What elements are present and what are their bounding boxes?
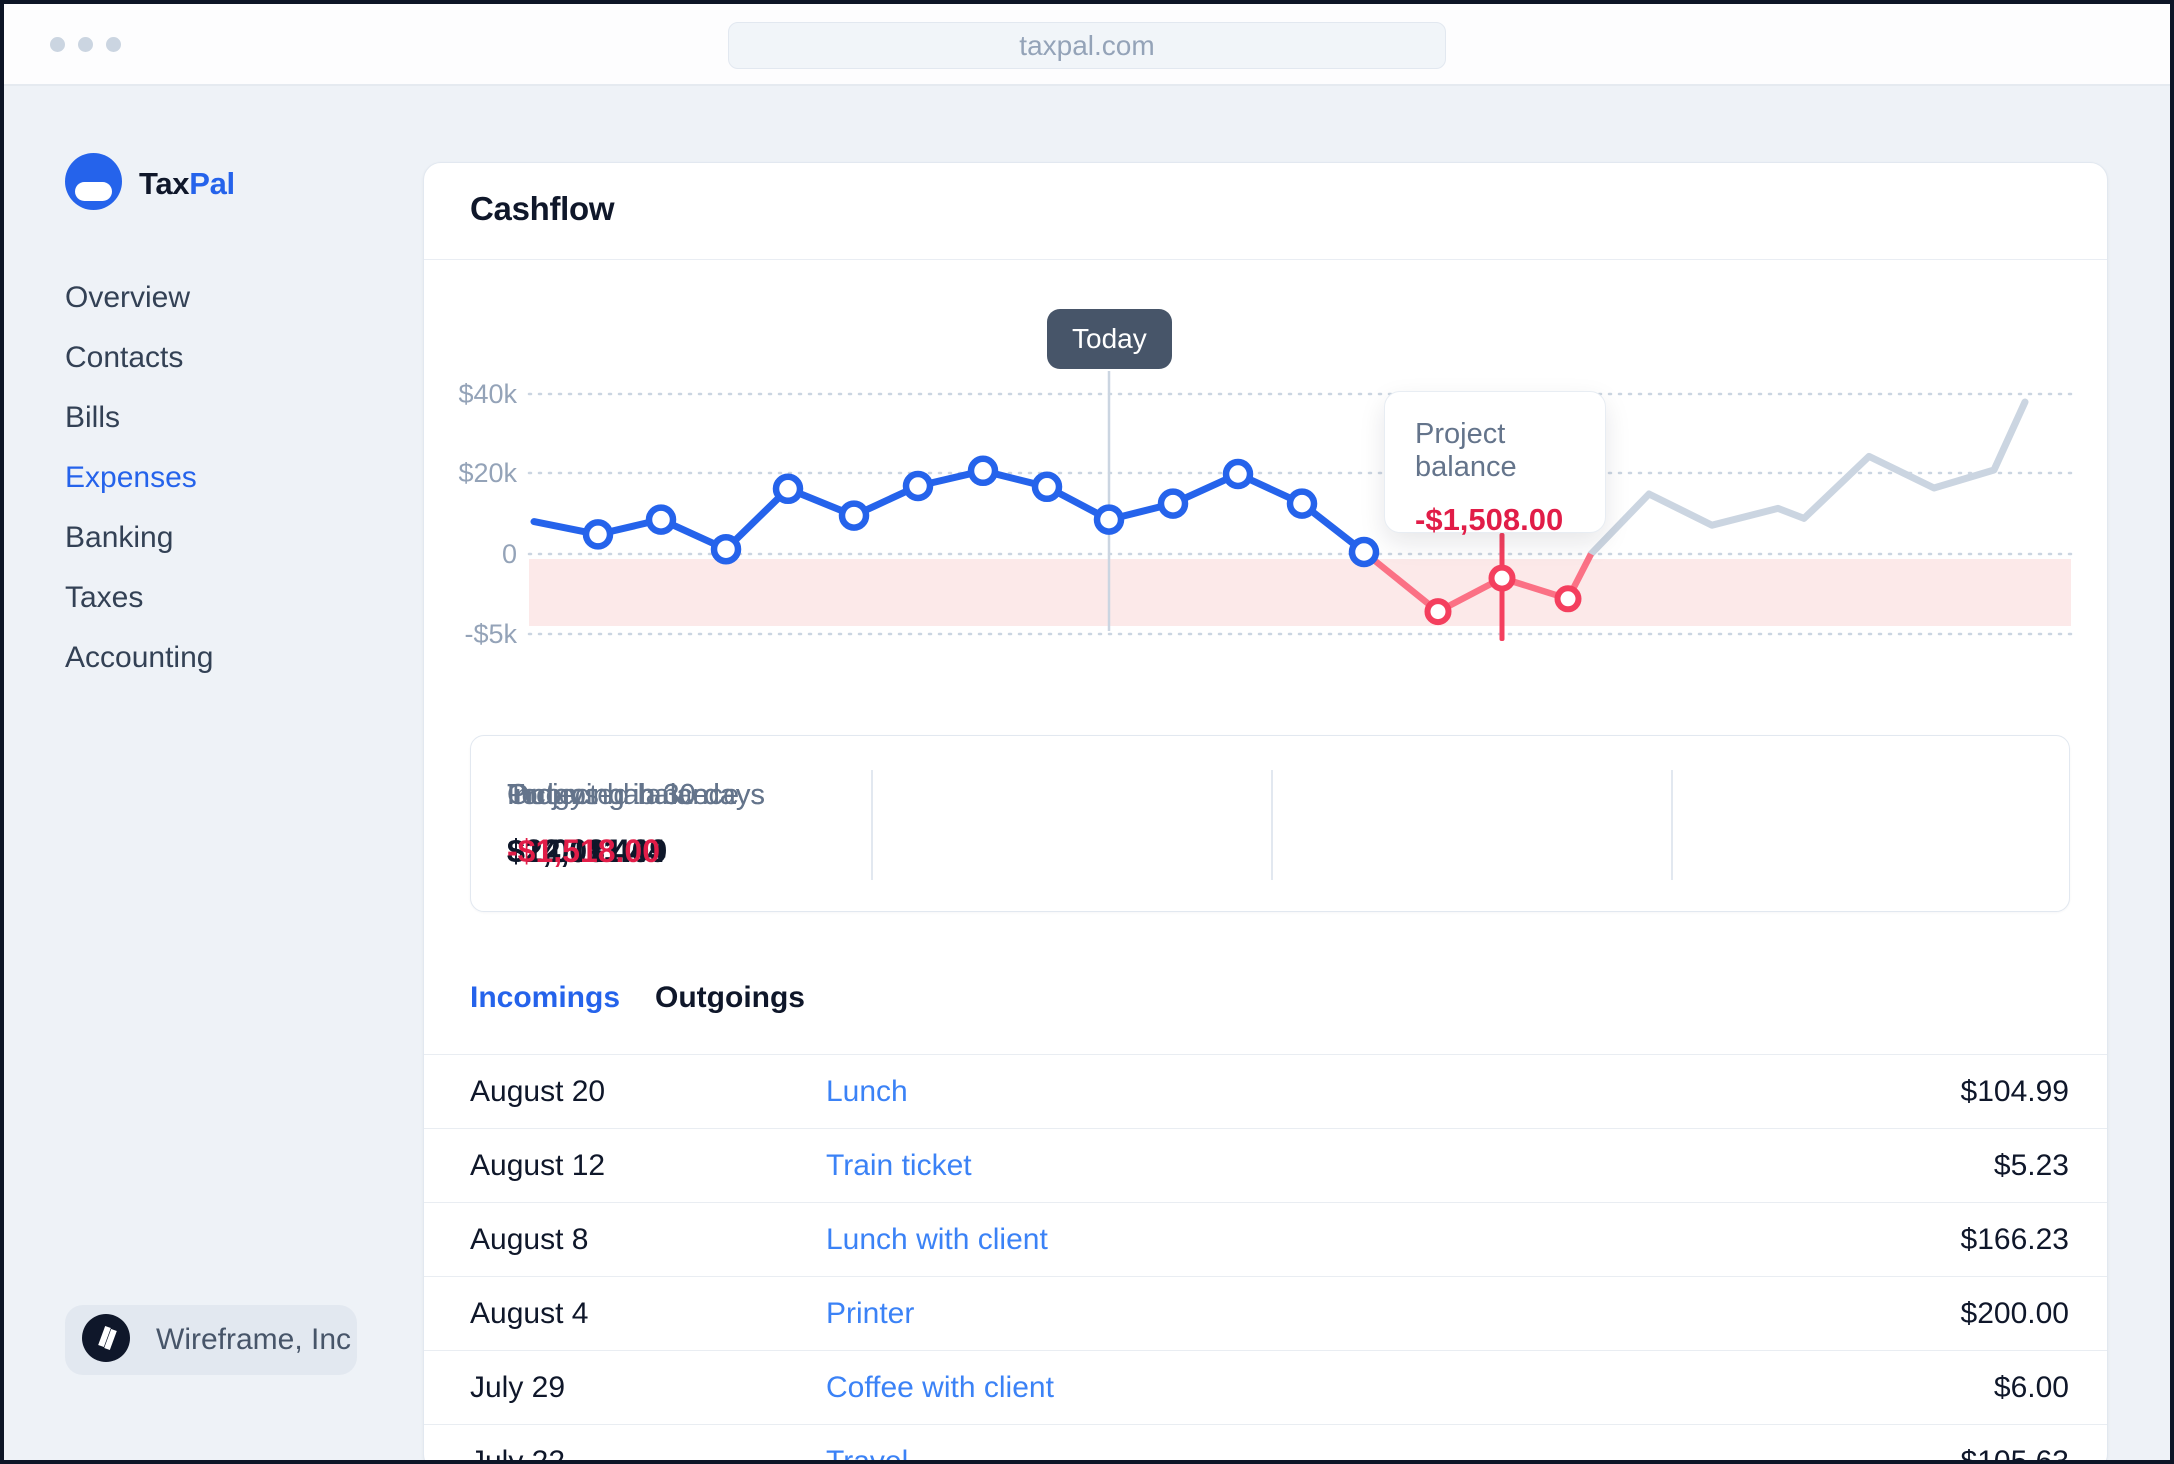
sidebar-nav-item[interactable]: Expenses	[65, 461, 197, 494]
tooltip-value: -$1,508.00	[1415, 502, 1564, 537]
stat-divider	[871, 770, 873, 880]
transaction-row: August 20 Lunch $104.99	[424, 1054, 2107, 1128]
projected-series-line	[1587, 398, 2029, 558]
window-control-dot[interactable]	[78, 37, 93, 52]
taxpal-logo-icon	[65, 153, 122, 215]
actual-data-point[interactable]	[1348, 536, 1380, 568]
actual-data-point[interactable]	[1031, 471, 1063, 503]
sidebar-nav-item[interactable]: Bills	[65, 401, 121, 434]
stat-divider	[1271, 770, 1273, 880]
project-balance-tooltip: Project balance -$1,508.00	[1384, 391, 1606, 537]
actual-data-point[interactable]	[1222, 458, 1254, 490]
actual-data-point[interactable]	[1286, 488, 1318, 519]
stat-label: Outgoing in 30 days	[507, 779, 765, 811]
transaction-date: August 20	[470, 1074, 606, 1108]
actual-data-point[interactable]	[1093, 504, 1125, 535]
stat-column: Todays balance $14,081.09	[471, 736, 871, 911]
stat-divider	[1671, 770, 1673, 880]
stat-label: Projected balance	[507, 779, 740, 811]
transaction-link[interactable]: Coffee with client	[826, 1370, 1054, 1404]
overdraft-data-point[interactable]	[1488, 564, 1516, 592]
chart-canvas: $40k $20k 0 -$5k	[458, 371, 2073, 649]
transaction-row: August 4 Printer $200.00	[424, 1276, 2107, 1350]
stat-value: $12,011.44	[507, 833, 666, 869]
stat-column: Incoming in 30 days $2,011.44	[471, 736, 871, 911]
sidebar-nav-item[interactable]: Overview	[65, 281, 191, 314]
cashflow-card: Cashflow $40k $20k 0 -$5k Today Project bal…	[423, 162, 2108, 1460]
actual-data-point[interactable]	[582, 519, 614, 550]
negative-band	[529, 559, 2071, 626]
cashflow-chart: $40k $20k 0 -$5k Today Project balance -$1,…	[424, 259, 2107, 706]
window-controls	[50, 37, 121, 52]
axis-tick-label: 0	[502, 539, 517, 569]
transaction-link[interactable]: Travel	[826, 1445, 1961, 1461]
brand[interactable]: TaxPal	[65, 153, 235, 215]
org-switcher[interactable]: Wireframe, Inc	[65, 1305, 357, 1375]
transactions-tabs: Incomings Outgoings	[470, 981, 805, 1015]
transaction-row: July 22 Travel $105.63	[424, 1424, 2107, 1460]
overdraft-data-point[interactable]	[1424, 598, 1452, 626]
transaction-amount: $5.23	[1993, 1148, 2069, 1182]
actual-data-point[interactable]	[772, 473, 804, 505]
transaction-amount: $6.00	[1993, 1370, 2069, 1404]
sidebar-nav-item[interactable]: Contacts	[65, 341, 184, 374]
card-header: Cashflow	[424, 163, 2107, 260]
overdraft-data-point[interactable]	[1554, 585, 1582, 613]
window-control-dot[interactable]	[50, 37, 65, 52]
sidebar-nav-item[interactable]: Banking	[65, 521, 174, 554]
tooltip-label: Project balance	[1415, 418, 1517, 483]
today-pill: Today	[1047, 309, 1172, 369]
tab[interactable]: Incomings	[470, 981, 621, 1014]
transaction-date: July 22	[470, 1445, 826, 1461]
transaction-date: July 29	[470, 1370, 566, 1404]
card-title: Cashflow	[470, 190, 615, 227]
brand-name: TaxPal	[139, 166, 235, 201]
transaction-link[interactable]: Lunch with client	[826, 1222, 1048, 1256]
stat-column: Projected balance -$1,518.00	[471, 736, 871, 911]
transaction-amount: $104.99	[1960, 1074, 2069, 1108]
sidebar-nav-item[interactable]: Accounting	[65, 641, 214, 674]
transaction-link[interactable]: Train ticket	[826, 1148, 972, 1182]
transaction-date: August 4	[470, 1296, 589, 1330]
transaction-row: August 8 Lunch with client $166.23	[424, 1202, 2107, 1276]
address-bar[interactable]: taxpal.com	[728, 22, 1446, 69]
axis-tick-label: $20k	[458, 458, 517, 488]
address-bar-url: taxpal.com	[1019, 29, 1155, 61]
transaction-amount: $166.23	[1960, 1222, 2069, 1256]
stat-label: Incoming in 30 days	[507, 779, 765, 811]
stat-value: $2,011.44	[507, 833, 648, 869]
actual-data-point[interactable]	[967, 455, 999, 487]
actual-data-point[interactable]	[838, 500, 870, 531]
actual-data-point[interactable]	[645, 504, 677, 535]
transaction-amount: $105.63	[1961, 1445, 2069, 1461]
transaction-link[interactable]: Printer	[826, 1296, 915, 1330]
actual-data-point[interactable]	[710, 533, 742, 565]
actual-data-point[interactable]	[1157, 488, 1189, 519]
stat-value: $14,081.09	[507, 833, 668, 869]
stat-value: -$1,518.00	[507, 833, 661, 869]
summary-stats: Todays balance $14,081.09 Incoming in 30…	[470, 735, 2070, 912]
axis-tick-label: -$5k	[464, 619, 517, 649]
window-control-dot[interactable]	[106, 37, 121, 52]
transaction-row: July 29 Coffee with client $6.00	[424, 1350, 2107, 1424]
stat-label: Todays balance	[507, 779, 709, 811]
transaction-amount: $200.00	[1960, 1296, 2069, 1330]
axis-tick-label: $40k	[458, 379, 517, 409]
page-content: TaxPal Overview Contacts Bills Expenses …	[4, 84, 2170, 1460]
transactions-table: August 20 Lunch $104.99 August 12 Train …	[424, 1054, 2107, 1460]
sidebar-nav-item[interactable]: Taxes	[65, 581, 144, 614]
actual-data-point[interactable]	[902, 470, 934, 502]
org-name: Wireframe, Inc	[156, 1323, 352, 1356]
stat-column: Outgoing in 30 days $12,011.44	[471, 736, 871, 911]
browser-chrome: taxpal.com	[4, 4, 2170, 86]
transaction-date: August 8	[470, 1222, 589, 1256]
transaction-link[interactable]: Lunch	[826, 1074, 908, 1108]
transaction-date: August 12	[470, 1148, 606, 1182]
org-logo-icon	[82, 1313, 130, 1367]
transaction-row: August 12 Train ticket $5.23	[424, 1128, 2107, 1202]
tab[interactable]: Outgoings	[655, 981, 805, 1014]
sidebar-nav: Overview Contacts Bills Expenses Banking…	[65, 281, 213, 675]
